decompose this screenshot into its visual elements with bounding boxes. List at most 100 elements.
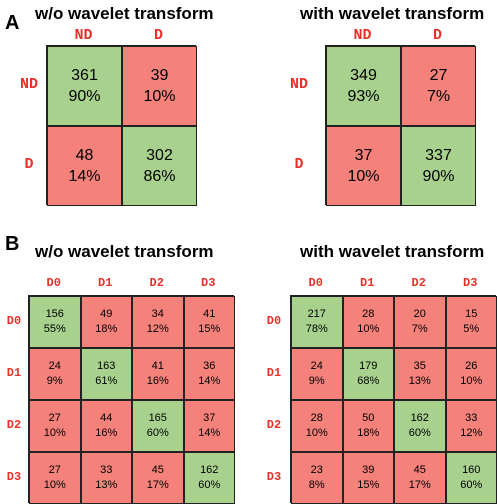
chart-2-row-label-1: D1	[6, 365, 22, 380]
chart-2-cell-percent: 9%	[46, 375, 63, 387]
chart-2-cell-r2-c3: 37 14%	[183, 400, 235, 452]
chart-0-cell-r1-c0: 48 14%	[47, 126, 122, 206]
chart-2-cell-count: 165	[148, 412, 167, 424]
chart-3-cell-r1-c2: 35 13%	[394, 348, 446, 400]
chart-2-grid: 156 55% 49 18% 34 12% 41 15% 24 9% 163 61% 41 16% 36 14…	[28, 295, 235, 504]
chart-2-cell-percent: 17%	[146, 479, 169, 491]
chart-2-cell-count: 24	[48, 360, 61, 372]
chart-0-cell-percent: 10%	[143, 88, 176, 105]
chart-2-cell-r3-c3: 162 60%	[183, 452, 235, 504]
chart-3-cell-percent: 60%	[408, 427, 431, 439]
chart-0-row-label-0: ND	[19, 76, 38, 93]
chart-1-cell-percent: 93%	[347, 88, 380, 105]
chart-2-cell-count: 27	[48, 412, 61, 424]
chart-3-cell-count: 162	[410, 412, 429, 424]
chart-1-cell-count: 349	[350, 67, 377, 84]
chart-2-cell-count: 44	[100, 412, 113, 424]
chart-3-cell-percent: 10%	[357, 323, 380, 335]
chart-1-cell-percent: 7%	[426, 88, 451, 105]
chart-2-cell-r1-c2: 41 16%	[132, 348, 184, 400]
chart-3-col-label-3: D3	[463, 276, 478, 290]
chart-2-cell-count: 163	[97, 360, 116, 372]
chart-0-cell-r0-c1: 39 10%	[122, 46, 197, 126]
chart-1-cell-percent: 90%	[422, 168, 455, 185]
chart-3-cell-r0-c0: 217 78%	[291, 296, 343, 348]
chart-3-cell-r2-c1: 50 18%	[342, 400, 394, 452]
chart-3-cell-percent: 18%	[357, 427, 380, 439]
chart-1-row-label-0: ND	[289, 76, 308, 93]
chart-2-cell-r0-c0: 156 55%	[29, 296, 81, 348]
chart-2-cell-r0-c2: 34 12%	[132, 296, 184, 348]
chart-3-col-label-1: D1	[360, 276, 375, 290]
chart-2-cell-count: 162	[200, 464, 219, 476]
chart-2-cell-r3-c0: 27 10%	[29, 452, 81, 504]
chart-3-cell-r2-c2: 162 60%	[394, 400, 446, 452]
chart-1-cell-percent: 10%	[347, 168, 380, 185]
chart-1-col-label-1: D	[432, 27, 442, 44]
chart-3-cell-r1-c3: 26 10%	[445, 348, 497, 400]
chart-2-cell-percent: 61%	[95, 375, 118, 387]
chart-2-cell-percent: 10%	[43, 479, 66, 491]
chart-1-cell-count: 337	[425, 147, 452, 164]
chart-1-cell-r1-c0: 37 10%	[326, 126, 401, 206]
chart-2-cell-percent: 16%	[95, 427, 118, 439]
chart-3-cell-percent: 9%	[308, 375, 325, 387]
chart-1-cell-r0-c0: 349 93%	[326, 46, 401, 126]
chart-2-cell-percent: 60%	[198, 479, 221, 491]
chart-2-col-label-0: D0	[46, 276, 61, 290]
chart-3-cell-r3-c1: 39 15%	[342, 452, 394, 504]
chart-3-cell-count: 28	[362, 308, 375, 320]
chart-2-cell-r1-c1: 163 61%	[80, 348, 132, 400]
chart-2-row-label-0: D0	[6, 313, 22, 328]
chart-2-row-label-3: D3	[6, 469, 22, 484]
chart-2-cell-count: 49	[100, 308, 113, 320]
chart-3-row-label-0: D0	[266, 313, 282, 328]
chart-2-col-label-1: D1	[98, 276, 113, 290]
chart-3-cell-r3-c3: 160 60%	[445, 452, 497, 504]
chart-1-grid: 349 93% 27 7% 37 10% 337 90%	[325, 45, 476, 206]
chart-2-cell-count: 156	[45, 308, 64, 320]
chart-3-cell-percent: 10%	[305, 427, 328, 439]
chart-3-cell-count: 26	[465, 360, 478, 372]
chart-3-cell-r0-c3: 15 5%	[445, 296, 497, 348]
chart-0-cell-count: 39	[150, 67, 169, 84]
chart-2-cell-count: 41	[203, 308, 216, 320]
chart-3-cell-count: 39	[362, 464, 375, 476]
chart-3-cell-percent: 8%	[308, 479, 325, 491]
chart-2-cell-percent: 13%	[95, 479, 118, 491]
chart-0-col-label-1: D	[153, 27, 163, 44]
chart-3-grid: 217 78% 28 10% 20 7% 15 5% 24 9% 179 68% 35 13% 26 10% 2…	[290, 295, 497, 504]
chart-3-col-label-2: D2	[411, 276, 426, 290]
chart-3-cell-count: 179	[359, 360, 378, 372]
chart-3-cell-count: 20	[413, 308, 426, 320]
chart-2-cell-percent: 15%	[198, 323, 221, 335]
chart-0-grid: 361 90% 39 10% 48 14% 302 86%	[46, 45, 197, 206]
chart-2-cell-r3-c1: 33 13%	[80, 452, 132, 504]
chart-2-cell-percent: 55%	[43, 323, 66, 335]
chart-3-cell-count: 50	[362, 412, 375, 424]
chart-1-title: with wavelet transform	[300, 4, 485, 23]
chart-3-cell-percent: 17%	[408, 479, 431, 491]
chart-0-cell-r0-c0: 361 90%	[47, 46, 122, 126]
chart-2-col-label-2: D2	[149, 276, 164, 290]
chart-3-cell-count: 15	[465, 308, 478, 320]
chart-3-cell-count: 160	[462, 464, 481, 476]
chart-2-cell-percent: 18%	[95, 323, 118, 335]
chart-0-cell-percent: 14%	[68, 168, 101, 185]
chart-3-row-label-1: D1	[266, 365, 282, 380]
chart-3-cell-r0-c2: 20 7%	[394, 296, 446, 348]
chart-3-cell-count: 217	[307, 308, 326, 320]
chart-2-col-label-3: D3	[201, 276, 216, 290]
chart-3-cell-count: 35	[413, 360, 426, 372]
chart-3-cell-r1-c0: 24 9%	[291, 348, 343, 400]
chart-0-cell-percent: 86%	[143, 168, 176, 185]
chart-1-cell-r1-c1: 337 90%	[401, 126, 476, 206]
chart-2-cell-count: 33	[100, 464, 113, 476]
chart-3-cell-percent: 78%	[305, 323, 328, 335]
chart-0-col-label-0: ND	[74, 27, 93, 44]
chart-2-cell-percent: 14%	[198, 375, 221, 387]
chart-3-cell-r0-c1: 28 10%	[342, 296, 394, 348]
chart-3-cell-percent: 10%	[460, 375, 483, 387]
chart-2-cell-r0-c1: 49 18%	[80, 296, 132, 348]
chart-0-title: w/o wavelet transform	[35, 4, 214, 23]
